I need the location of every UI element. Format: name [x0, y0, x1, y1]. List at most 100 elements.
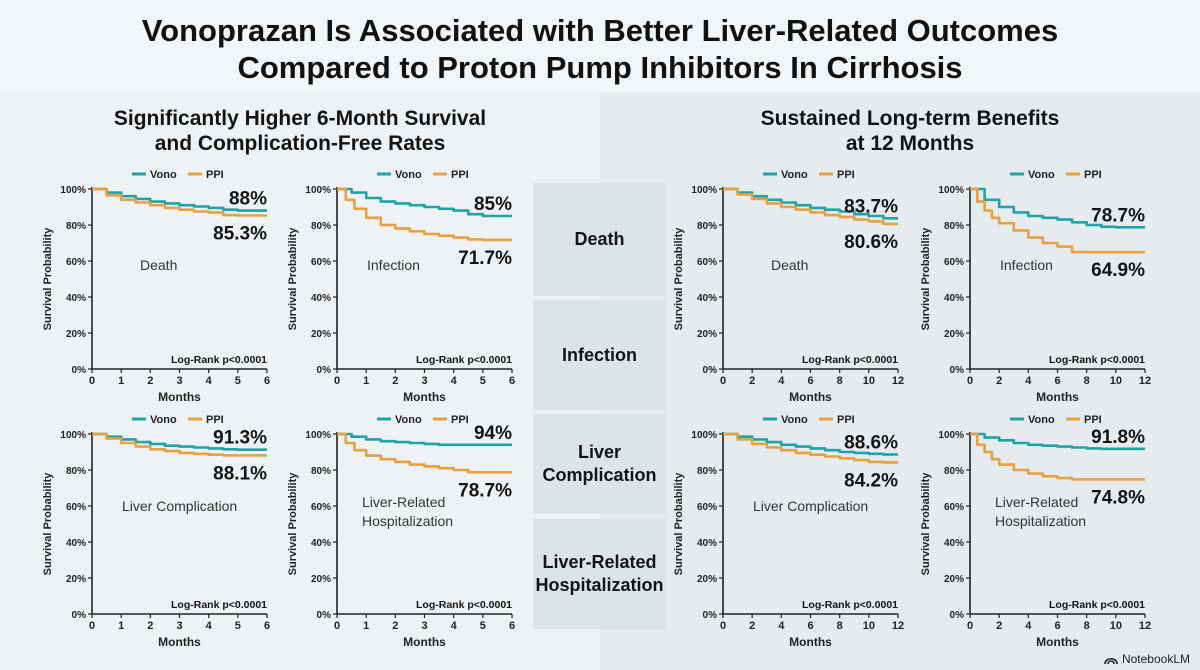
page-title-line-2: Compared to Proton Pump Inhibitors In Ci…: [237, 50, 963, 85]
x-tick-label-3: 3: [421, 375, 427, 387]
x-tick-label-0: 0: [967, 620, 973, 632]
y-tick-label-60: 60%: [311, 257, 331, 268]
y-tick-label-20: 20%: [697, 329, 717, 340]
chart-svg: Vono PPI 0% 20% 40% 60% 80% 100% 0 2 4 6 8 10 12 Months…: [673, 414, 904, 649]
chart-6mo-infection: Vono PPI 0% 20% 40% 60% 80% 100% 0 1 2 3 4 5 6 Months Su…: [287, 162, 537, 407]
chart-title-line-2: Hospitalization: [995, 513, 1086, 529]
y-tick-label-60: 60%: [66, 502, 86, 513]
y-tick-label-40: 40%: [66, 293, 86, 304]
legend-label-vono: Vono: [781, 169, 808, 181]
x-tick-label-0: 0: [334, 375, 340, 387]
x-tick-label-12: 12: [892, 375, 904, 387]
value-label-vono: 78.7%: [1091, 205, 1145, 226]
legend-label-vono: Vono: [395, 414, 422, 426]
y-tick-label-40: 40%: [944, 538, 964, 549]
legend-label-ppi: PPI: [1084, 169, 1102, 181]
x-tick-label-4: 4: [778, 375, 785, 387]
chart-title: Death: [140, 257, 177, 273]
y-tick-label-0: 0%: [950, 365, 965, 376]
chart-title: Liver-Related Hospitalization: [362, 494, 453, 529]
value-label-ppi: 80.6%: [844, 232, 898, 253]
legend-label-ppi: PPI: [451, 169, 469, 181]
y-tick-label-60: 60%: [311, 502, 331, 513]
right-section-heading: Sustained Long-term Benefits at 12 Month…: [680, 106, 1140, 156]
y-tick-label-0: 0%: [950, 610, 965, 621]
y-tick-label-0: 0%: [72, 610, 87, 621]
value-label-vono: 83.7%: [844, 196, 898, 217]
chart-svg: Vono PPI 0% 20% 40% 60% 80% 100% 0 1 2 3 4 5 6 Months Su…: [42, 414, 270, 649]
x-tick-label-0: 0: [334, 620, 340, 632]
x-tick-label-2: 2: [749, 375, 755, 387]
chart-12mo-liver-complication: Vono PPI 0% 20% 40% 60% 80% 100% 0 2 4 6 8 10 12 Months…: [673, 407, 923, 652]
y-tick-label-20: 20%: [311, 574, 331, 585]
page-title: Vonoprazan Is Associated with Better Liv…: [0, 12, 1200, 86]
x-axis-title: Months: [158, 390, 201, 404]
legend-label-ppi: PPI: [206, 169, 224, 181]
x-tick-label-5: 5: [480, 375, 486, 387]
y-tick-label-60: 60%: [697, 257, 717, 268]
x-tick-label-6: 6: [509, 620, 515, 632]
y-axis-title: Survival Probability: [920, 227, 932, 331]
series-line-vono: [970, 432, 1145, 451]
series-line-ppi: [337, 432, 512, 474]
y-axis-title: Survival Probability: [287, 472, 299, 576]
x-tick-label-4: 4: [778, 620, 785, 632]
footer-brand-label: NotebookLM: [1121, 652, 1190, 666]
x-tick-label-2: 2: [996, 375, 1002, 387]
x-tick-label-4: 4: [1025, 375, 1032, 387]
y-tick-label-0: 0%: [72, 365, 87, 376]
value-label-ppi: 85.3%: [213, 223, 267, 244]
x-tick-label-4: 4: [1025, 620, 1032, 632]
x-axis-title: Months: [1036, 390, 1079, 404]
y-tick-label-40: 40%: [944, 293, 964, 304]
notebooklm-logo-icon: [1104, 657, 1118, 664]
left-heading-line-2: and Complication-Free Rates: [154, 132, 446, 155]
y-tick-label-80: 80%: [311, 466, 331, 477]
x-tick-label-5: 5: [480, 620, 486, 632]
x-tick-label-4: 4: [206, 375, 213, 387]
x-tick-label-8: 8: [1084, 620, 1090, 632]
x-tick-label-5: 5: [235, 375, 241, 387]
x-axis-title: Months: [789, 635, 832, 649]
x-axis-title: Months: [158, 635, 201, 649]
series-line-ppi: [92, 432, 267, 457]
series-line-ppi: [337, 187, 512, 242]
y-tick-label-0: 0%: [317, 610, 332, 621]
legend-label-vono: Vono: [1028, 414, 1055, 426]
series-line-ppi: [723, 187, 898, 226]
series-line-vono: [337, 432, 512, 447]
y-tick-label-60: 60%: [66, 257, 86, 268]
y-tick-label-20: 20%: [944, 574, 964, 585]
legend-label-vono: Vono: [395, 169, 422, 181]
log-rank-annotation: Log-Rank p<0.0001: [416, 354, 512, 366]
x-tick-label-3: 3: [176, 620, 182, 632]
chart-svg: Vono PPI 0% 20% 40% 60% 80% 100% 0 1 2 3 4 5 6 Months Su…: [287, 414, 515, 649]
value-label-vono: 91.3%: [213, 428, 267, 449]
outcome-label-liver-related-hospitalization: Liver-Related Hospitalization: [533, 519, 666, 629]
chart-title: Death: [771, 257, 808, 273]
series-line-ppi: [970, 187, 1145, 254]
y-tick-label-60: 60%: [697, 502, 717, 513]
chart-title: Liver-Related Hospitalization: [995, 494, 1086, 529]
log-rank-annotation: Log-Rank p<0.0001: [802, 354, 898, 366]
y-tick-label-100: 100%: [60, 185, 86, 196]
x-tick-label-2: 2: [749, 620, 755, 632]
value-label-vono: 85%: [474, 194, 512, 215]
y-tick-label-60: 60%: [944, 502, 964, 513]
value-label-ppi: 88.1%: [213, 463, 267, 484]
y-axis-title: Survival Probability: [920, 472, 932, 576]
y-tick-label-40: 40%: [311, 293, 331, 304]
x-axis-title: Months: [403, 390, 446, 404]
y-tick-label-20: 20%: [311, 329, 331, 340]
x-tick-label-6: 6: [264, 375, 270, 387]
value-label-vono: 88.6%: [844, 433, 898, 454]
legend-label-ppi: PPI: [1084, 414, 1102, 426]
x-tick-label-6: 6: [509, 375, 515, 387]
x-tick-label-1: 1: [118, 375, 124, 387]
x-tick-label-10: 10: [863, 375, 875, 387]
x-tick-label-0: 0: [720, 620, 726, 632]
chart-svg: Vono PPI 0% 20% 40% 60% 80% 100% 0 1 2 3 4 5 6 Months Su…: [287, 169, 515, 404]
chart-12mo-infection: Vono PPI 0% 20% 40% 60% 80% 100% 0 2 4 6 8 10 12 Months…: [920, 162, 1170, 407]
y-tick-label-0: 0%: [317, 365, 332, 376]
y-tick-label-80: 80%: [697, 466, 717, 477]
